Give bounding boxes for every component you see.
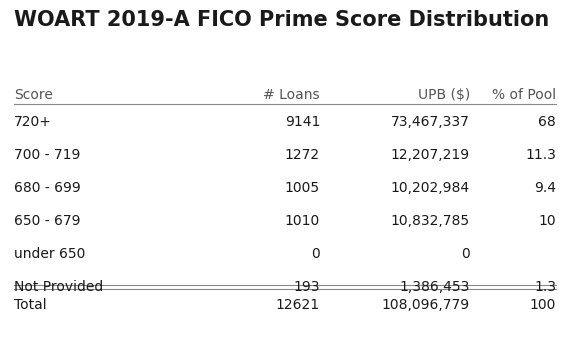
- Text: Not Provided: Not Provided: [14, 280, 103, 294]
- Text: 12,207,219: 12,207,219: [391, 148, 470, 162]
- Text: 10: 10: [539, 214, 556, 228]
- Text: 100: 100: [530, 298, 556, 312]
- Text: Total: Total: [14, 298, 47, 312]
- Text: 12621: 12621: [276, 298, 320, 312]
- Text: under 650: under 650: [14, 247, 86, 261]
- Text: WOART 2019-A FICO Prime Score Distribution: WOART 2019-A FICO Prime Score Distributi…: [14, 10, 549, 30]
- Text: Score: Score: [14, 88, 53, 102]
- Text: 193: 193: [294, 280, 320, 294]
- Text: 10,202,984: 10,202,984: [391, 181, 470, 195]
- Text: 1010: 1010: [285, 214, 320, 228]
- Text: 650 - 679: 650 - 679: [14, 214, 80, 228]
- Text: 0: 0: [311, 247, 320, 261]
- Text: 720+: 720+: [14, 115, 52, 129]
- Text: # Loans: # Loans: [263, 88, 320, 102]
- Text: 73,467,337: 73,467,337: [391, 115, 470, 129]
- Text: 680 - 699: 680 - 699: [14, 181, 81, 195]
- Text: 1272: 1272: [285, 148, 320, 162]
- Text: UPB ($): UPB ($): [418, 88, 470, 102]
- Text: 9141: 9141: [284, 115, 320, 129]
- Text: 108,096,779: 108,096,779: [382, 298, 470, 312]
- Text: 0: 0: [461, 247, 470, 261]
- Text: 68: 68: [538, 115, 556, 129]
- Text: 11.3: 11.3: [525, 148, 556, 162]
- Text: 700 - 719: 700 - 719: [14, 148, 80, 162]
- Text: 1,386,453: 1,386,453: [400, 280, 470, 294]
- Text: 1005: 1005: [285, 181, 320, 195]
- Text: 10,832,785: 10,832,785: [391, 214, 470, 228]
- Text: 1.3: 1.3: [534, 280, 556, 294]
- Text: 9.4: 9.4: [534, 181, 556, 195]
- Text: % of Pool: % of Pool: [492, 88, 556, 102]
